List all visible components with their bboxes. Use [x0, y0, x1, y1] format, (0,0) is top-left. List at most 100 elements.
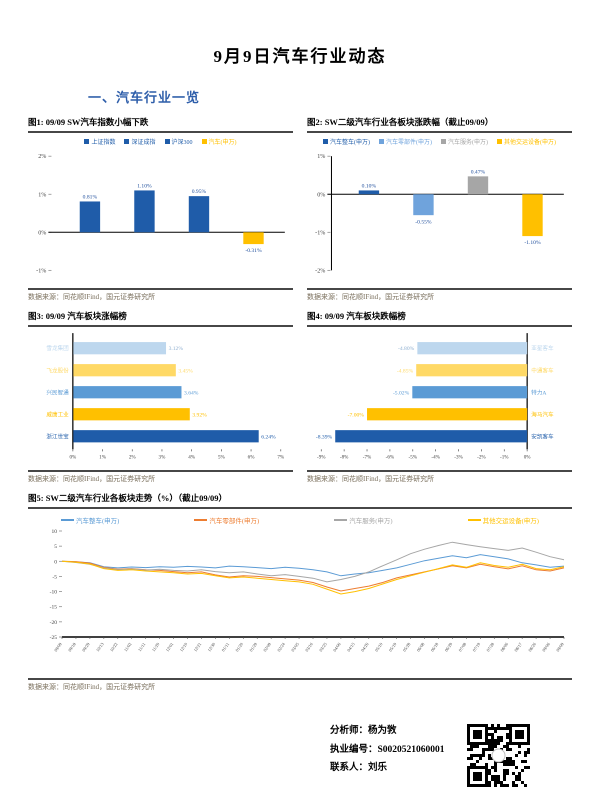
- svg-text:-8.39%: -8.39%: [316, 434, 333, 440]
- legend-label: 汽车服务(申万): [349, 518, 393, 526]
- line-series: [61, 542, 565, 583]
- svg-text:4%: 4%: [188, 454, 196, 460]
- svg-text:海马汽车: 海马汽车: [531, 410, 554, 418]
- svg-text:-3%: -3%: [454, 454, 463, 460]
- figure1-source: 数据来源：同花顺IFind，国元证券研究所: [28, 287, 293, 308]
- svg-text:-7%: -7%: [363, 454, 372, 460]
- legend-item: 沪深300: [164, 137, 193, 146]
- svg-text:6.24%: 6.24%: [261, 434, 276, 440]
- svg-text:3.64%: 3.64%: [184, 390, 199, 396]
- bar: [73, 363, 176, 376]
- bar: [73, 429, 259, 443]
- bar: [73, 341, 167, 354]
- legend-swatch: [497, 139, 502, 144]
- svg-text:11/11: 11/11: [137, 642, 147, 653]
- svg-text:09/18: 09/18: [67, 642, 77, 653]
- legend-label: 上证指数: [91, 140, 116, 146]
- svg-text:0: 0: [54, 560, 57, 566]
- figure1-title: 图1: 09/09 SW汽车指数小幅下跌: [28, 114, 293, 133]
- legend-label: 汽车(申万): [208, 140, 237, 146]
- qr-code-image: [466, 724, 530, 788]
- figure4-source: 数据来源：同花顺IFind，国元证券研究所: [307, 470, 572, 490]
- bar: [188, 196, 210, 233]
- svg-text:5: 5: [54, 544, 57, 550]
- figure5-source: 数据来源：同花顺IFind，国元证券研究所: [28, 678, 572, 698]
- svg-text:03/16: 03/16: [304, 641, 314, 653]
- svg-text:0%: 0%: [317, 192, 325, 198]
- legend-swatch: [379, 139, 384, 144]
- svg-text:05/19: 05/19: [388, 642, 398, 653]
- svg-text:兴民智通: 兴民智通: [46, 388, 69, 396]
- legend-item: 汽车服务(申万): [334, 515, 393, 526]
- svg-text:06/29: 06/29: [444, 642, 454, 653]
- svg-text:09/09: 09/09: [555, 642, 565, 653]
- fig4-plot: -9% -8% -7% -6% -5% -4% -3% -2% -1% 0% 亚星客车 -4.80% 中…: [316, 332, 554, 460]
- figure2-chart: 1% 0% -1% -2% 0.10% -0.55% 0.47% -1.10%: [307, 146, 572, 287]
- svg-text:-5.02%: -5.02%: [393, 390, 410, 396]
- svg-text:2%: 2%: [38, 154, 46, 160]
- legend-item: 汽车零部件(申万): [194, 515, 259, 525]
- svg-text:03/05: 03/05: [290, 642, 300, 653]
- legend-label: 其他交运设备(申万): [504, 140, 556, 146]
- svg-text:07/28: 07/28: [485, 642, 495, 653]
- legend-label: 汽车零部件(申万): [209, 518, 260, 526]
- svg-text:1%: 1%: [38, 192, 46, 198]
- figure2-source: 数据来源：同花顺IFind，国元证券研究所: [307, 287, 572, 308]
- svg-text:08/26: 08/26: [527, 641, 537, 653]
- figure3-source: 数据来源：同花顺IFind，国元证券研究所: [28, 470, 293, 490]
- page-title: 9月9日汽车行业动态: [213, 47, 387, 66]
- bar: [73, 385, 182, 398]
- bar: [413, 194, 434, 216]
- svg-text:3.92%: 3.92%: [192, 412, 207, 418]
- bar: [243, 232, 264, 245]
- svg-text:-4%: -4%: [431, 454, 440, 460]
- svg-text:1%: 1%: [99, 454, 107, 460]
- legend-swatch: [334, 519, 348, 522]
- figure3-title: 图3: 09/09 汽车板块涨幅榜: [28, 308, 293, 327]
- legend-swatch: [61, 519, 75, 522]
- svg-text:08/17: 08/17: [513, 641, 523, 653]
- svg-text:07/08: 07/08: [457, 642, 467, 653]
- svg-text:01/20: 01/20: [234, 642, 244, 653]
- legend-label: 汽车零部件(申万): [386, 140, 432, 146]
- figure4-panel: 图4: 09/09 汽车板块跌幅榜 -9% -8% -7% -6% -5% -4% -3% -…: [307, 308, 572, 491]
- legend-swatch: [84, 139, 90, 144]
- legend-swatch: [323, 139, 328, 144]
- svg-text:-4.80%: -4.80%: [398, 346, 415, 352]
- bar: [73, 407, 190, 420]
- contact-name: 联系人：刘乐: [330, 763, 388, 774]
- figure3-panel: 图3: 09/09 汽车板块涨幅榜 0% 1% 2% 3% 4% 5% 6% 7% 雪龙集团 3.…: [28, 308, 293, 491]
- legend-label: 汽车整车(申万): [330, 140, 370, 146]
- svg-text:飞龙股份: 飞龙股份: [46, 366, 69, 374]
- svg-text:-0.31%: -0.31%: [245, 248, 262, 254]
- svg-text:-1%: -1%: [36, 268, 46, 274]
- bar: [416, 363, 528, 376]
- line-series: [61, 561, 565, 592]
- analyst-block: 分析师：杨为敩 执业编号：S0020521060001 联系人：刘乐: [330, 722, 445, 778]
- bar: [467, 176, 489, 195]
- legend-item: 汽车(申万): [201, 137, 237, 146]
- svg-text:-2%: -2%: [477, 454, 486, 460]
- svg-text:3%: 3%: [159, 454, 167, 460]
- svg-text:-9%: -9%: [317, 454, 326, 460]
- line-series: [61, 554, 565, 577]
- svg-text:安凯客车: 安凯客车: [531, 432, 554, 440]
- svg-text:09/09: 09/09: [53, 642, 63, 653]
- svg-text:0%: 0%: [69, 454, 77, 460]
- svg-text:-10: -10: [50, 590, 58, 596]
- legend-swatch: [467, 519, 481, 522]
- svg-text:1.10%: 1.10%: [137, 183, 152, 189]
- svg-text:12/30: 12/30: [206, 642, 216, 653]
- svg-text:11/20: 11/20: [151, 642, 161, 653]
- legend-swatch: [441, 139, 446, 144]
- figure-row-3: 图5: SW二级汽车行业各板块走势（%）（截止09/09） 汽车整车(申万) 汽车…: [28, 490, 572, 698]
- svg-text:07/19: 07/19: [471, 642, 481, 653]
- legend-item: 汽车服务(申万): [441, 137, 488, 146]
- svg-text:-15: -15: [50, 605, 58, 611]
- legend-label: 汽车服务(申万): [448, 140, 488, 146]
- svg-text:12/01: 12/01: [165, 642, 175, 653]
- svg-text:-4.85%: -4.85%: [397, 368, 414, 374]
- svg-text:-0.55%: -0.55%: [415, 219, 432, 225]
- svg-text:04/15: 04/15: [346, 642, 356, 653]
- legend-item: 其他交运设备(申万): [497, 137, 556, 146]
